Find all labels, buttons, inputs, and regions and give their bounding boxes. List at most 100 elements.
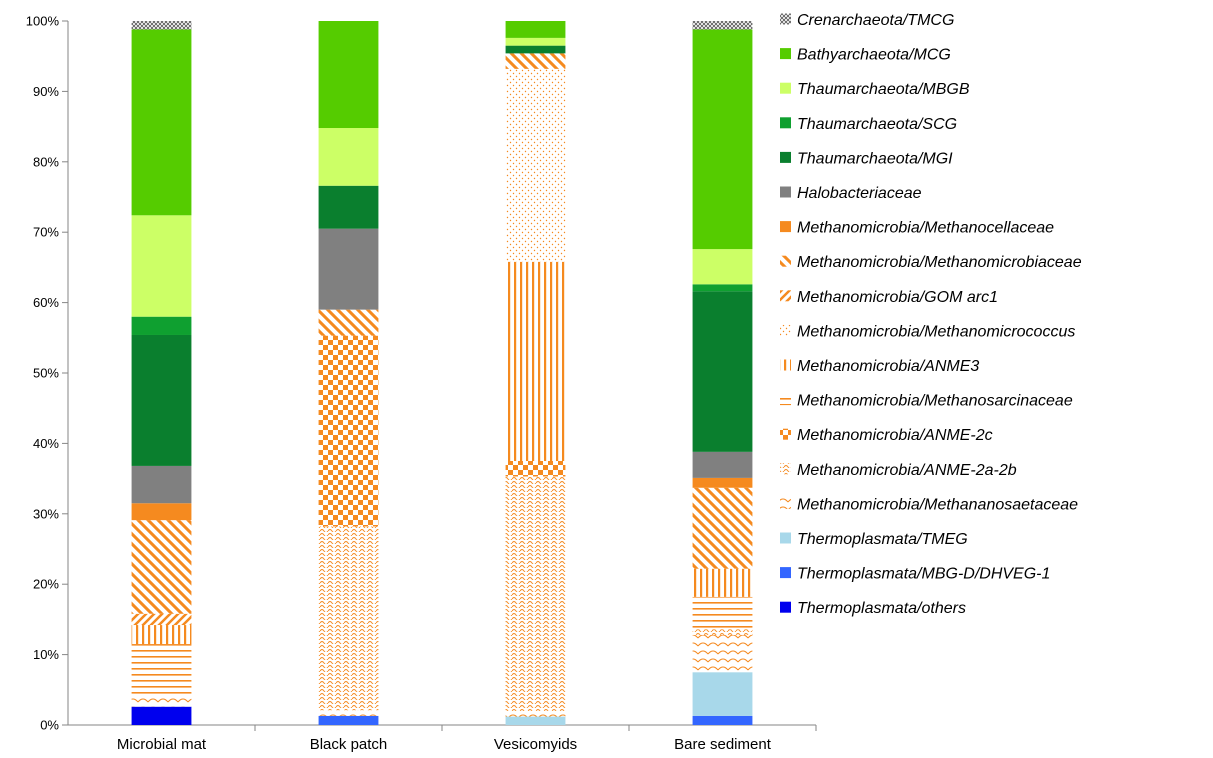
legend-item-halobacteriaceae: Halobacteriaceae xyxy=(780,185,922,202)
bar-segment-bare-sediment-methanomicrobia-methanomicrobiaceae xyxy=(692,487,753,569)
legend-label: Methanomicrobia/ANME-2c xyxy=(797,427,993,444)
legend-label: Methanomicrobia/GOM arc1 xyxy=(797,289,998,306)
plot-area: 0% 10% 20% 30% 40% 50% 60% 70% 80% 90% 100% Microbi… xyxy=(26,14,817,753)
legend-item-thaumarchaeota-scg: Thaumarchaeota/SCG xyxy=(780,116,957,133)
bar-segment-vesicomyids-methanomicrobia-anme-2a-2b xyxy=(505,476,566,711)
legend-label: Methanomicrobia/Methanomicrobiaceae xyxy=(797,254,1082,271)
y-tick-label: 0% xyxy=(40,718,59,733)
legend-item-methanomicrobia-methanocellaceae: Methanomicrobia/Methanocellaceae xyxy=(780,220,1054,237)
bar-segment-bare-sediment-methanomicrobia-anme3 xyxy=(692,568,753,597)
bar-segment-bare-sediment-crenarchaeota-tmcg xyxy=(692,21,753,30)
legend-swatch xyxy=(780,13,791,25)
legend-swatch xyxy=(780,48,791,60)
y-tick-label: 50% xyxy=(33,366,59,381)
legend-swatch xyxy=(780,394,791,406)
bar-segment-vesicomyids-thermoplasmata-tmeg xyxy=(505,716,566,725)
y-tick-label: 100% xyxy=(26,14,60,29)
bar-segment-bare-sediment-thermoplasmata-mbg-d-dhveg-1 xyxy=(692,715,753,725)
legend-swatch xyxy=(780,82,791,94)
bar-segment-black-patch-bathyarchaeota-mcg xyxy=(318,21,379,129)
legend-swatch xyxy=(780,532,791,544)
bar-segment-black-patch-methanomicrobia-methananosaetaceae xyxy=(318,710,379,716)
legend-swatch xyxy=(780,463,791,475)
legend-label: Methanomicrobia/ANME3 xyxy=(797,358,979,375)
bar-segment-microbial-mat-thermoplasmata-others xyxy=(131,706,192,725)
legend-swatch xyxy=(780,324,791,336)
legend-label: Thaumarchaeota/MGI xyxy=(797,150,953,167)
y-tick-label: 80% xyxy=(33,154,59,169)
bar-segment-black-patch-thermoplasmata-mbg-d-dhveg-1 xyxy=(318,715,379,725)
legend-item-thaumarchaeota-mbgb: Thaumarchaeota/MBGB xyxy=(780,81,970,98)
legend-item-thermoplasmata-mbg-d-dhveg-1: Thermoplasmata/MBG-D/DHVEG-1 xyxy=(780,566,1050,583)
bar-segment-bare-sediment-methanomicrobia-methananosaetaceae xyxy=(692,634,753,673)
bar-segment-vesicomyids-methanomicrobia-anme-2c xyxy=(505,461,566,477)
y-tick-label: 40% xyxy=(33,436,59,451)
y-tick-label: 30% xyxy=(33,506,59,521)
bar-segment-black-patch-methanomicrobia-anme-2c xyxy=(318,335,379,527)
legend-swatch xyxy=(780,290,791,302)
bar-segment-bare-sediment-halobacteriaceae xyxy=(692,451,753,478)
bar-segment-microbial-mat-methanomicrobia-methananosaetaceae xyxy=(131,696,192,707)
y-tick-label: 20% xyxy=(33,577,59,592)
legend-label: Methanomicrobia/Methanosarcinaceae xyxy=(797,393,1073,410)
legend-label: Methanomicrobia/ANME-2a-2b xyxy=(797,462,1017,479)
legend-label: Methanomicrobia/Methanomicrococcus xyxy=(797,323,1075,340)
bar-segment-bare-sediment-thaumarchaeota-mbgb xyxy=(692,249,753,285)
legend-swatch xyxy=(780,117,791,129)
legend-item-methanomicrobia-methanosarcinaceae: Methanomicrobia/Methanosarcinaceae xyxy=(780,393,1073,410)
legend-item-thaumarchaeota-mgi: Thaumarchaeota/MGI xyxy=(780,150,953,167)
bar-segment-vesicomyids-thaumarchaeota-mbgb xyxy=(505,37,566,46)
legend-item-methanomicrobia-methanomicrococcus: Methanomicrobia/Methanomicrococcus xyxy=(780,323,1075,340)
bar-segment-microbial-mat-thaumarchaeota-scg xyxy=(131,316,192,335)
legend-label: Thermoplasmata/others xyxy=(797,600,966,617)
legend-item-methanomicrobia-anme3: Methanomicrobia/ANME3 xyxy=(780,358,979,375)
legend-item-bathyarchaeota-mcg: Bathyarchaeota/MCG xyxy=(780,47,951,64)
bar-segment-microbial-mat-methanomicrobia-methanomicrobiaceae xyxy=(131,520,192,614)
bar-segment-black-patch-thaumarchaeota-mgi xyxy=(318,185,379,229)
bar-segment-black-patch-methanomicrobia-methanomicrobiaceae xyxy=(318,309,379,336)
bar-segment-vesicomyids-thaumarchaeota-mgi xyxy=(505,45,566,54)
bar-segment-bare-sediment-methanomicrobia-anme-2a-2b xyxy=(692,629,753,635)
legend-swatch xyxy=(780,359,791,371)
y-tick-label: 60% xyxy=(33,295,59,310)
bar-segment-microbial-mat-methanomicrobia-methanosarcinaceae xyxy=(131,644,192,697)
bar-segment-microbial-mat-thaumarchaeota-mgi xyxy=(131,334,192,466)
stacked-bar-chart: 0% 10% 20% 30% 40% 50% 60% 70% 80% 90% 100% Microbi… xyxy=(26,12,1082,753)
legend-label: Methanomicrobia/Methananosaetaceae xyxy=(797,496,1078,513)
chart-frame: 0% 10% 20% 30% 40% 50% 60% 70% 80% 90% 100% Microbi… xyxy=(8,0,1205,758)
legend-swatch xyxy=(780,497,791,509)
legend-swatch xyxy=(780,601,791,613)
bar-segment-microbial-mat-bathyarchaeota-mcg xyxy=(131,29,192,216)
legend-swatch xyxy=(780,428,791,440)
legend-item-methanomicrobia-methananosaetaceae: Methanomicrobia/Methananosaetaceae xyxy=(780,496,1078,513)
legend-label: Thaumarchaeota/SCG xyxy=(797,116,957,133)
legend-item-thermoplasmata-others: Thermoplasmata/others xyxy=(780,600,966,617)
legend-label: Halobacteriaceae xyxy=(797,185,922,202)
bar-segment-microbial-mat-methanomicrobia-anme3 xyxy=(131,625,192,645)
bar-segment-microbial-mat-methanomicrobia-methanocellaceae xyxy=(131,503,192,521)
bar-segment-vesicomyids-methanomicrobia-methanomicrobiaceae xyxy=(505,53,566,69)
legend-label: Methanomicrobia/Methanocellaceae xyxy=(797,220,1054,237)
legend-label: Thaumarchaeota/MBGB xyxy=(797,81,970,98)
bar-segment-vesicomyids-methanomicrobia-methanomicrococcus xyxy=(505,68,566,262)
legend-swatch xyxy=(780,567,791,579)
bar-segment-bare-sediment-thaumarchaeota-scg xyxy=(692,284,753,292)
bar-segment-vesicomyids-methanomicrobia-methananosaetaceae xyxy=(505,710,566,717)
bar-segment-microbial-mat-methanomicrobia-gom-arc1 xyxy=(131,613,192,626)
bar-segment-vesicomyids-methanomicrobia-anme3 xyxy=(505,261,566,461)
bar-segment-black-patch-methanomicrobia-anme-2a-2b xyxy=(318,526,379,711)
legend-swatch xyxy=(780,151,791,163)
legend-swatch xyxy=(780,221,791,233)
bar-segment-bare-sediment-bathyarchaeota-mcg xyxy=(692,29,753,250)
legend-label: Thermoplasmata/MBG-D/DHVEG-1 xyxy=(797,566,1050,583)
legend-item-methanomicrobia-anme-2a-2b: Methanomicrobia/ANME-2a-2b xyxy=(780,462,1017,479)
legend-item-crenarchaeota-tmcg: Crenarchaeota/TMCG xyxy=(780,12,954,29)
bar-segment-microbial-mat-crenarchaeota-tmcg xyxy=(131,21,192,30)
bar-segment-black-patch-halobacteriaceae xyxy=(318,228,379,310)
y-tick-label: 10% xyxy=(33,647,59,662)
legend-label: Bathyarchaeota/MCG xyxy=(797,47,951,64)
x-category-label: Microbial mat xyxy=(117,736,207,753)
bar-segment-bare-sediment-thermoplasmata-tmeg xyxy=(692,672,753,716)
y-tick-label: 90% xyxy=(33,84,59,99)
legend-label: Thermoplasmata/TMEG xyxy=(797,531,968,548)
